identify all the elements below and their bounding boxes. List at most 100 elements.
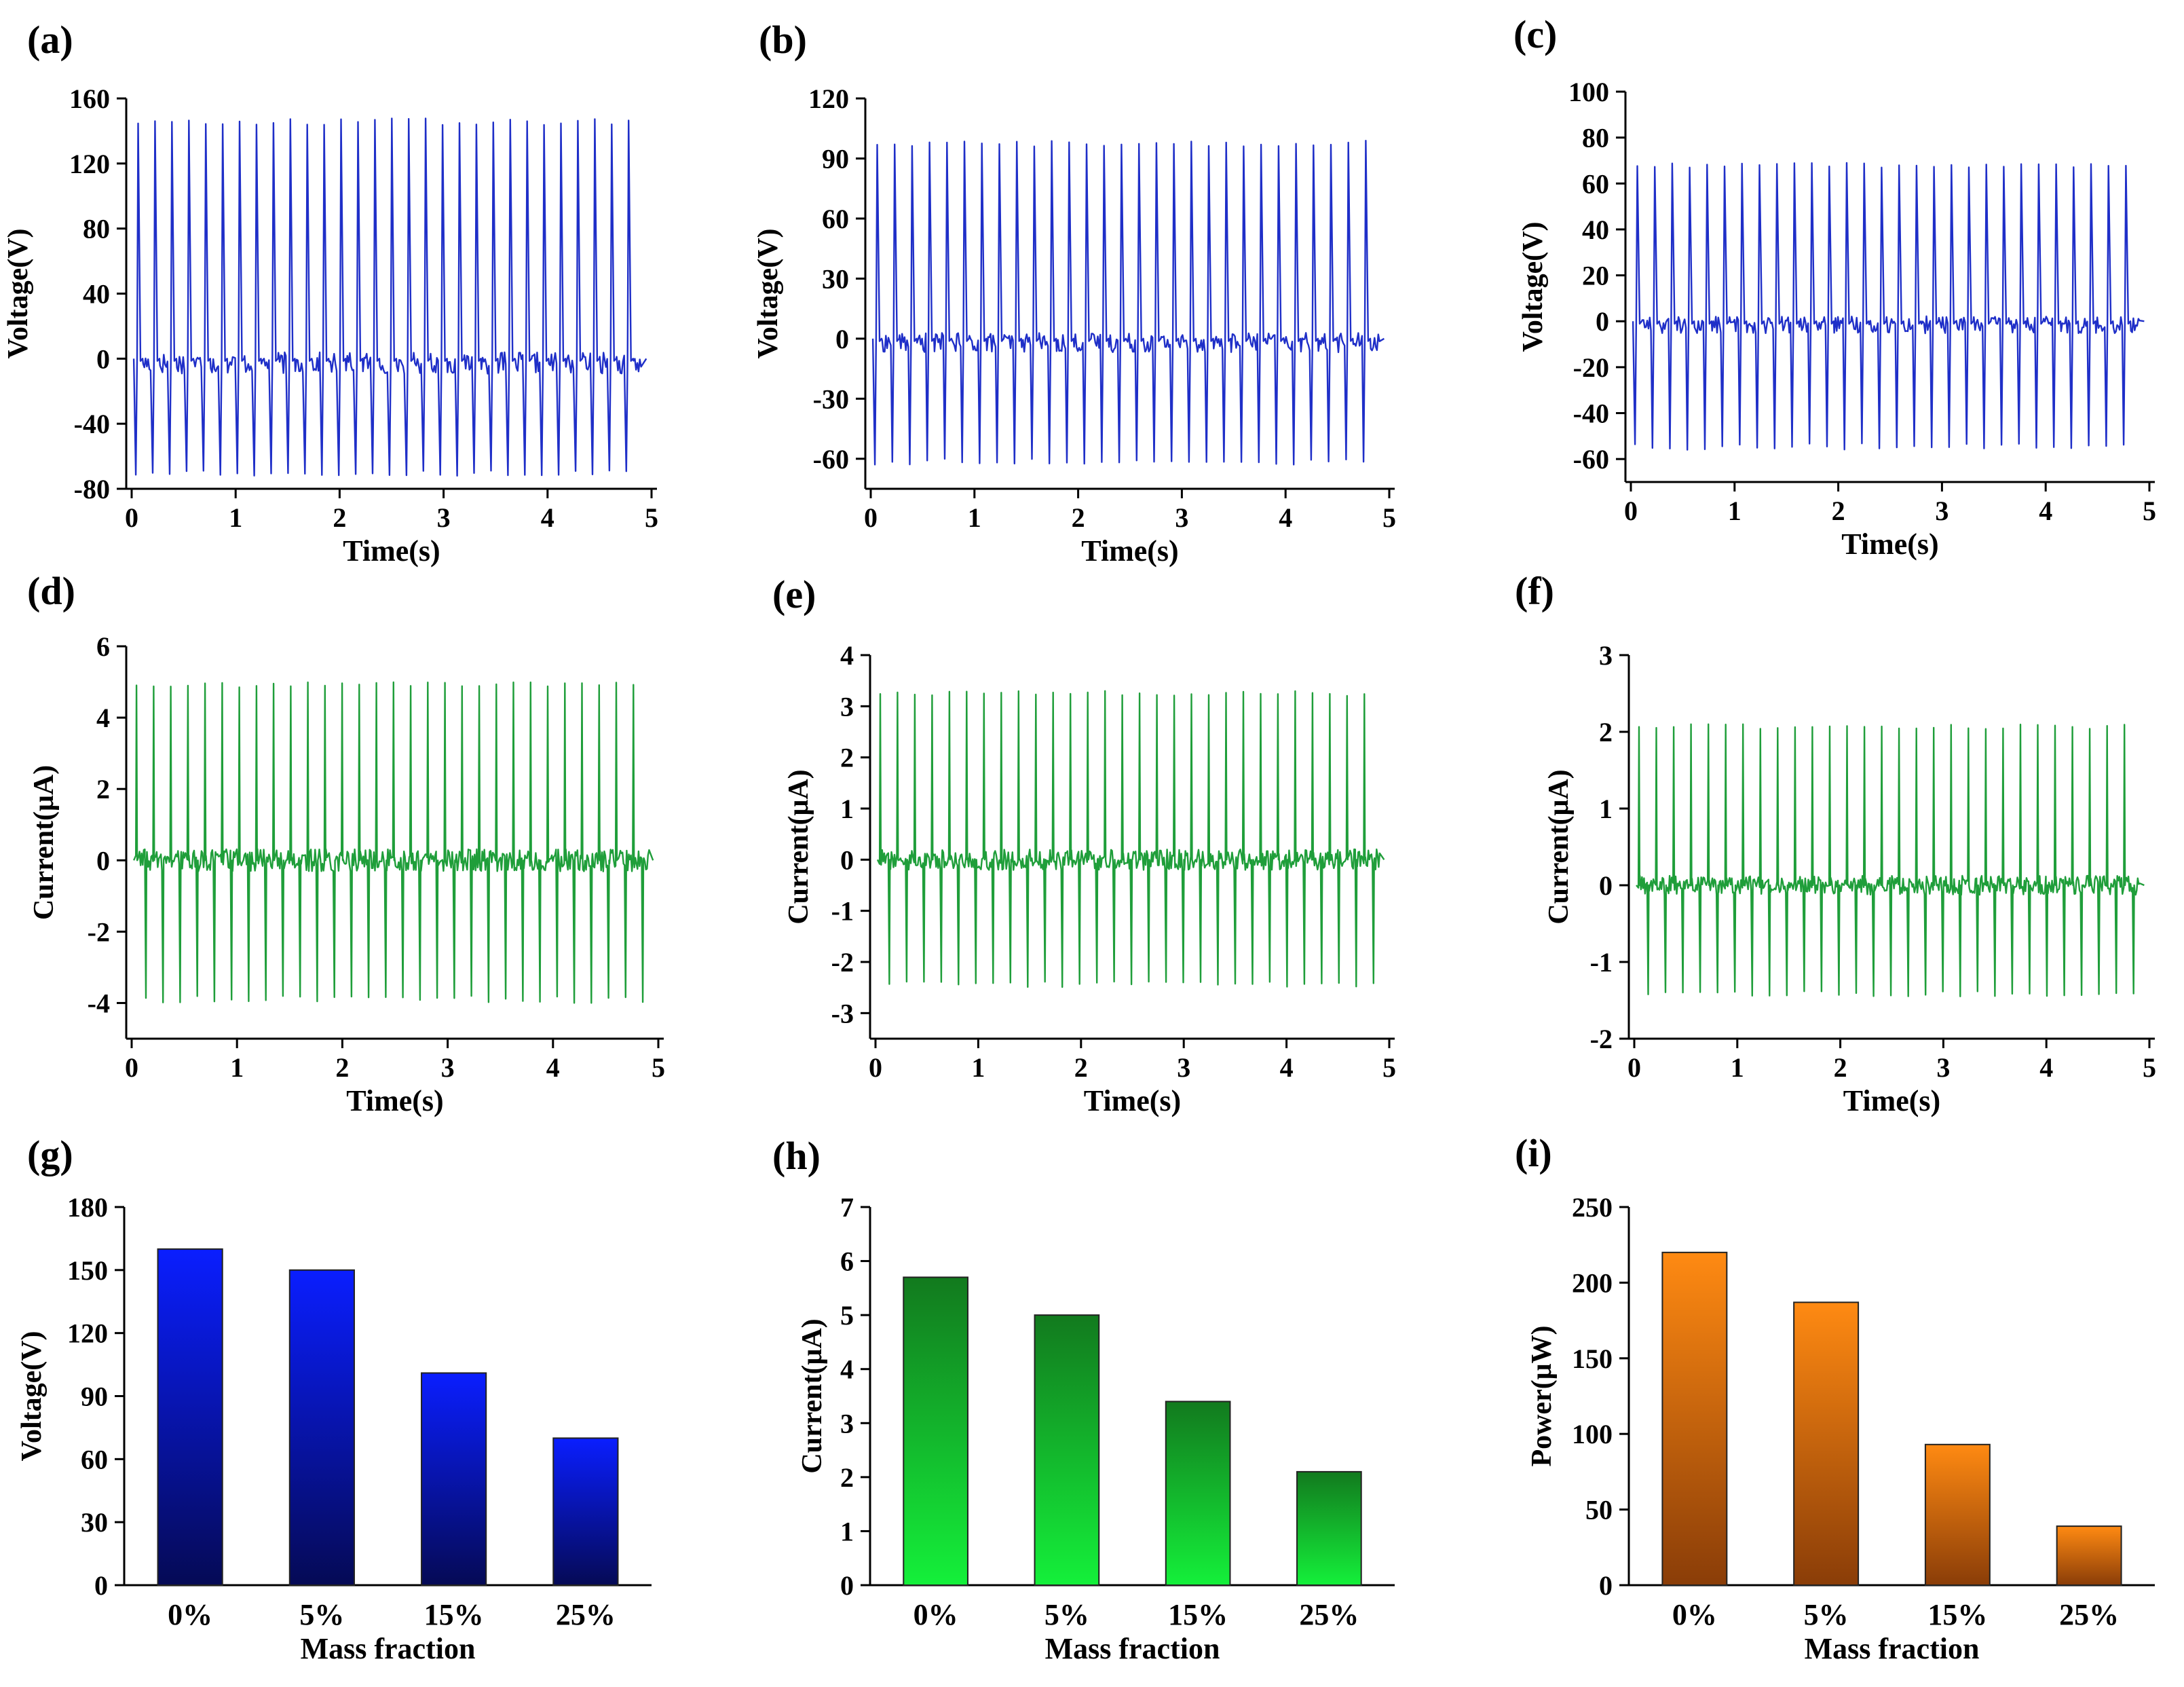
bar-0pct (903, 1276, 968, 1586)
panel-d: (d) -4 -2 0 2 4 6 Current(μA) 0 1 2 3 4 5 Time(s) (27, 569, 665, 1117)
y-tick-label: 4 (840, 1354, 854, 1385)
panel-i: (i) 0 50 100 150 200 250 Power(μW) 0% 5% 15% 25% Mas… (1515, 1131, 2155, 1665)
y-tick-label: 1 (1599, 794, 1613, 824)
x-tick-label: 25% (556, 1598, 616, 1631)
x-axis-label: Time(s) (1081, 534, 1178, 568)
y-tick-label: 60 (81, 1444, 108, 1475)
x-tick-label: 2 (1072, 502, 1085, 533)
panel-label: (d) (27, 569, 75, 613)
y-tick-label: 4 (840, 640, 854, 671)
y-axis-label: Current(μA) (797, 1318, 828, 1473)
y-tick-label: 60 (822, 204, 849, 234)
x-tick-label: 4 (1280, 1052, 1294, 1083)
y-tick-label: 90 (822, 143, 849, 174)
y-tick-label: -30 (813, 384, 849, 414)
bar-25pct (552, 1437, 619, 1587)
y-tick-label: -1 (1590, 947, 1613, 978)
x-tick-label: 5 (652, 1052, 665, 1083)
panel-f: (f) -2 -1 0 1 2 3 Current(μA) 0 1 2 3 4 5 Time(s) (1515, 569, 2156, 1117)
x-tick-label: 4 (2039, 1052, 2053, 1083)
x-axis-label: Mass fraction (1805, 1632, 1980, 1665)
x-tick-label: 0 (1627, 1052, 1641, 1083)
y-tick-label: 100 (1572, 1419, 1613, 1449)
y-tick-label: 3 (840, 1408, 854, 1439)
x-tick-label: 4 (541, 502, 554, 533)
y-tick-label: 80 (83, 214, 110, 244)
y-tick-label: 40 (1582, 215, 1609, 245)
y-tick-label: 100 (1568, 77, 1609, 107)
x-axis-label: Time(s) (1841, 527, 1938, 561)
y-tick-label: -1 (831, 896, 854, 927)
x-tick-label: 25% (1299, 1598, 1359, 1631)
x-tick-label: 1 (971, 1052, 985, 1083)
y-tick-label: 6 (840, 1246, 854, 1277)
y-axis-label: Voltage(V) (753, 228, 784, 358)
x-tick-label: 2 (1834, 1052, 1847, 1083)
x-axis-label: Time(s) (1084, 1084, 1181, 1117)
bar-5pct (1034, 1314, 1100, 1586)
x-axis-label: Time(s) (346, 1084, 443, 1117)
y-tick-label: -20 (1573, 352, 1609, 383)
x-tick-label: 0 (864, 502, 878, 533)
y-tick-label: 40 (83, 279, 110, 310)
x-tick-label: 0 (125, 502, 138, 533)
y-tick-label: 120 (808, 84, 849, 114)
x-axis-label: Time(s) (343, 534, 440, 568)
y-tick-label: 0 (840, 1570, 854, 1601)
x-tick-label: 15% (1927, 1598, 1987, 1631)
x-tick-label: 2 (1832, 496, 1845, 526)
y-tick-label: 5 (840, 1300, 854, 1331)
signal-trace (876, 690, 1385, 988)
panel-a: (a) -80 -40 0 40 80 120 160 Voltage(V) 0 1 2 3 4 5 Time… (3, 18, 658, 568)
x-tick-label: 3 (441, 1052, 455, 1083)
y-tick-label: -60 (1573, 444, 1609, 475)
signal-trace (132, 117, 647, 477)
y-tick-label: 30 (822, 263, 849, 294)
y-tick-label: -60 (813, 444, 849, 475)
panel-label: (g) (27, 1132, 73, 1176)
y-tick-label: -2 (831, 947, 854, 978)
y-tick-label: 120 (69, 149, 110, 179)
y-axis-label: Current(μA) (1543, 769, 1575, 924)
panel-label: (f) (1515, 569, 1554, 613)
y-tick-label: 3 (840, 691, 854, 722)
y-tick-label: -3 (831, 998, 854, 1028)
x-tick-label: 25% (2059, 1598, 2119, 1631)
panel-e: (e) -3 -2 -1 0 1 2 3 4 Current(μA) 0 1 2 3 4 5 Time(s) (772, 572, 1396, 1117)
y-tick-label: 4 (96, 703, 110, 733)
y-tick-label: 6 (96, 631, 110, 662)
y-tick-label: -4 (88, 988, 110, 1018)
y-tick-label: 7 (840, 1192, 854, 1223)
panel-c: (c) -60 -40 -20 0 20 40 60 80 100 Voltage(V) 0 1 2 3 4 5… (1513, 12, 2156, 561)
y-tick-label: 2 (840, 743, 854, 773)
y-tick-label: -40 (74, 409, 110, 439)
y-tick-label: 2 (840, 1462, 854, 1493)
bar-25pct (2056, 1525, 2122, 1586)
x-tick-label: 15% (424, 1598, 484, 1631)
y-tick-label: 0 (94, 1570, 108, 1601)
x-tick-label: 2 (335, 1052, 349, 1083)
x-tick-label: 0% (1672, 1598, 1717, 1631)
bar-0pct (157, 1248, 223, 1587)
panel-label: (e) (772, 572, 816, 616)
y-tick-label: 60 (1582, 168, 1609, 199)
panel-b: (b) -60 -30 0 30 60 90 120 Voltage(V) 0 1 2 3 4 5 Time(… (753, 18, 1396, 568)
y-tick-label: 160 (69, 84, 110, 114)
x-tick-label: 4 (2039, 496, 2052, 526)
y-tick-label: 150 (1572, 1343, 1613, 1374)
x-tick-label: 2 (1074, 1052, 1088, 1083)
y-axis-label: Voltage(V) (3, 228, 34, 358)
x-tick-label: 0% (914, 1598, 958, 1631)
x-tick-label: 15% (1168, 1598, 1228, 1631)
x-axis-label: Mass fraction (301, 1632, 476, 1665)
x-tick-label: 5 (1382, 1052, 1396, 1083)
y-tick-label: 3 (1599, 640, 1613, 671)
panel-g: (g) 0 30 60 90 120 150 180 Voltage(V) 0% 5% 15% 25% M… (16, 1132, 652, 1665)
x-tick-label: 1 (968, 502, 981, 533)
panel-label: (h) (772, 1134, 821, 1178)
x-tick-label: 4 (546, 1052, 560, 1083)
y-tick-label: 0 (1596, 306, 1609, 337)
x-tick-label: 2 (333, 502, 346, 533)
y-tick-label: 1 (840, 1516, 854, 1546)
bar-0pct (1661, 1251, 1728, 1586)
